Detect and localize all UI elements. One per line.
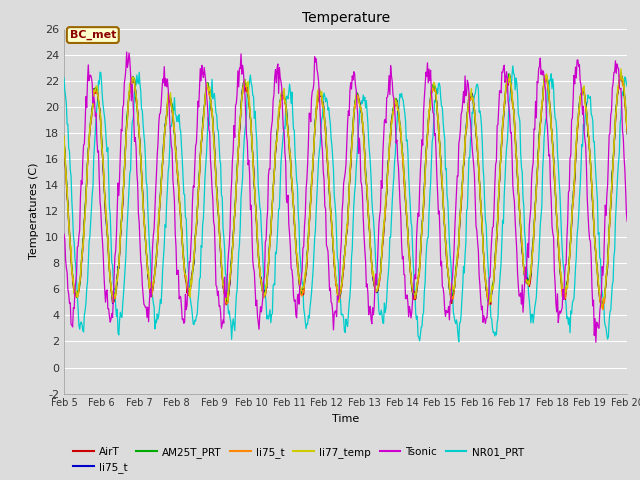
Y-axis label: Temperatures (C): Temperatures (C)	[29, 163, 39, 260]
Legend: AirT, li75_t, AM25T_PRT, li75_t, li77_temp, Tsonic, NR01_PRT: AirT, li75_t, AM25T_PRT, li75_t, li77_te…	[69, 443, 528, 477]
X-axis label: Time: Time	[332, 414, 359, 424]
Text: BC_met: BC_met	[70, 30, 116, 40]
Title: Temperature: Temperature	[301, 11, 390, 25]
